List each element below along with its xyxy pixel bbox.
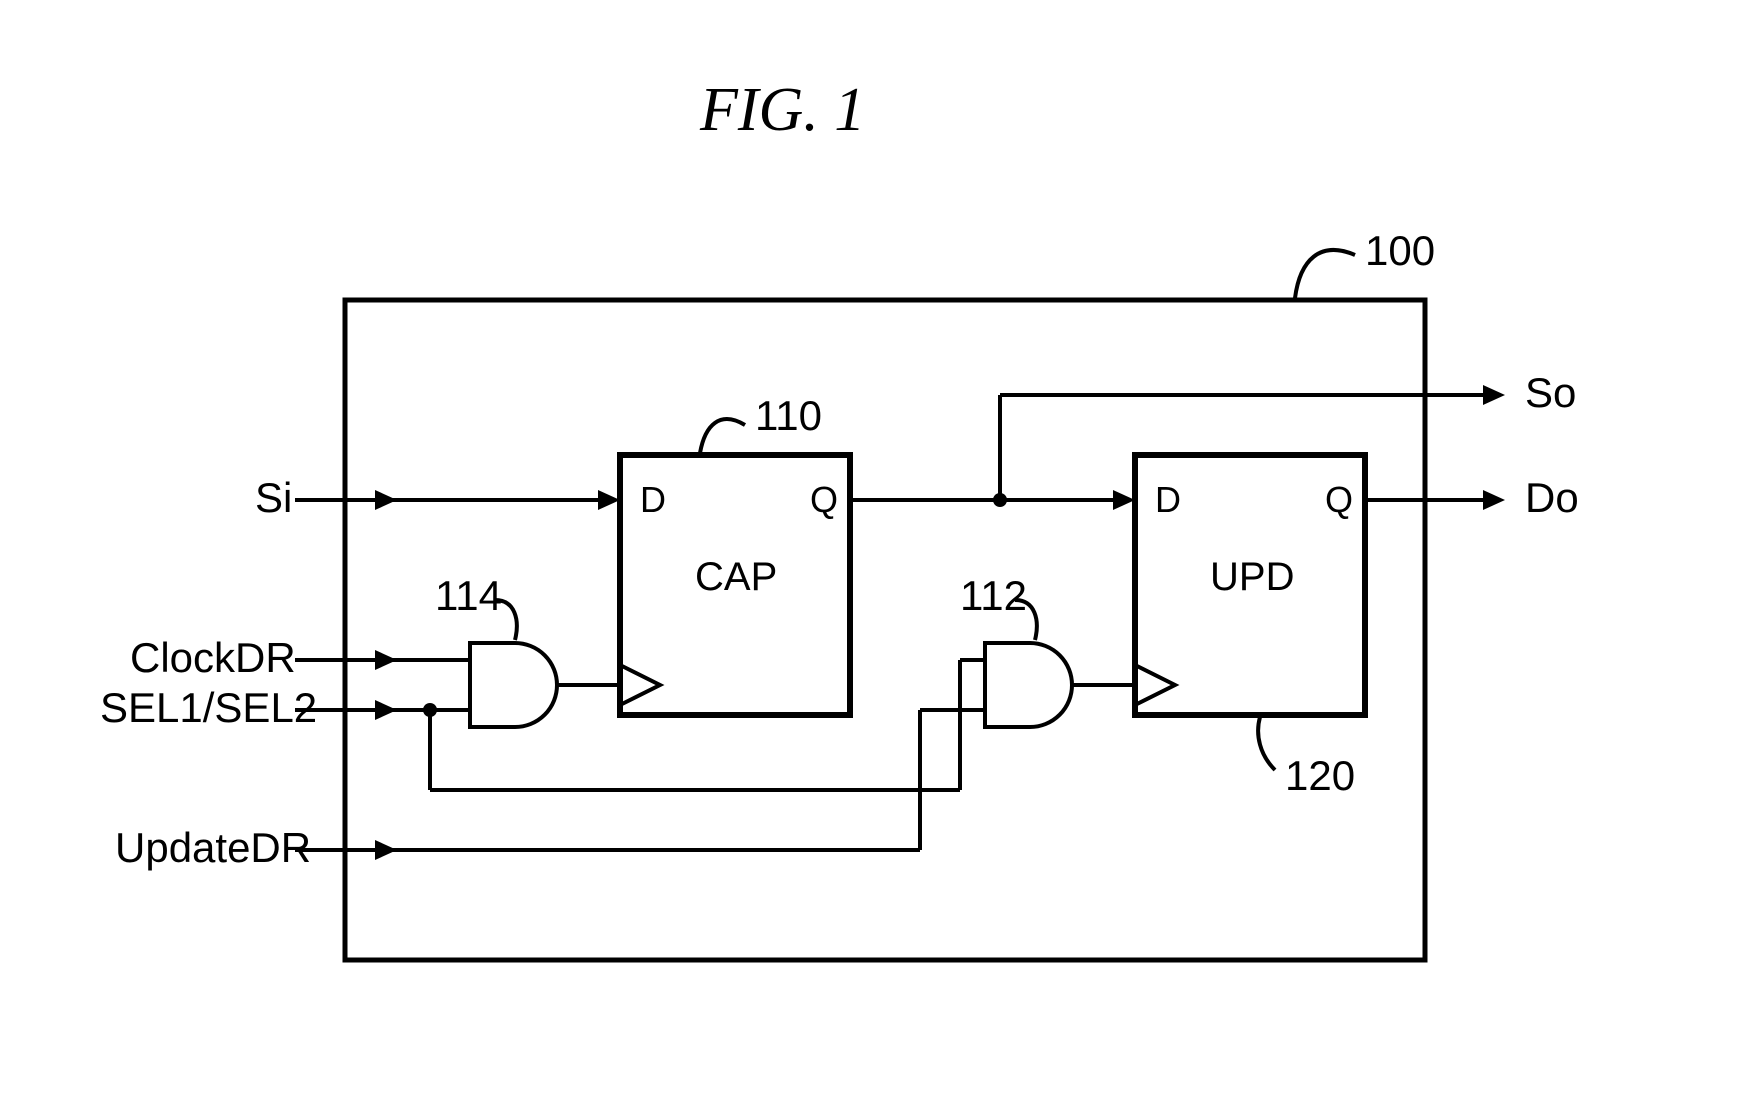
ref-100: 100 <box>1365 227 1435 274</box>
upd-name: UPD <box>1210 555 1294 599</box>
ref-114: 114 <box>435 572 502 619</box>
cap-q-pin: Q <box>810 479 838 520</box>
ref-110: 110 <box>755 392 822 439</box>
figure-title: FIG. 1 <box>699 76 865 144</box>
ref-112: 112 <box>960 572 1027 619</box>
upd-q-pin: Q <box>1325 479 1353 520</box>
sel-label: SEL1/SEL2 <box>100 684 317 731</box>
leader-100 <box>1295 250 1355 298</box>
clockdr-label: ClockDR <box>130 634 296 681</box>
upd-d-pin: D <box>1155 479 1181 520</box>
cap-d-pin: D <box>640 479 666 520</box>
si-label: Si <box>255 474 292 521</box>
and-gate-112 <box>985 643 1072 727</box>
so-label: So <box>1525 369 1576 416</box>
so-arrow <box>1483 385 1505 405</box>
and-gate-114 <box>470 643 557 727</box>
circuit-diagram: FIG. 1 100 D Q CAP 110 D Q UPD 120 114 1… <box>0 0 1760 1103</box>
do-arrow <box>1483 490 1505 510</box>
updatedr-label: UpdateDR <box>115 824 311 871</box>
do-label: Do <box>1525 474 1579 521</box>
ref-120: 120 <box>1285 752 1355 799</box>
cap-name: CAP <box>695 555 777 599</box>
